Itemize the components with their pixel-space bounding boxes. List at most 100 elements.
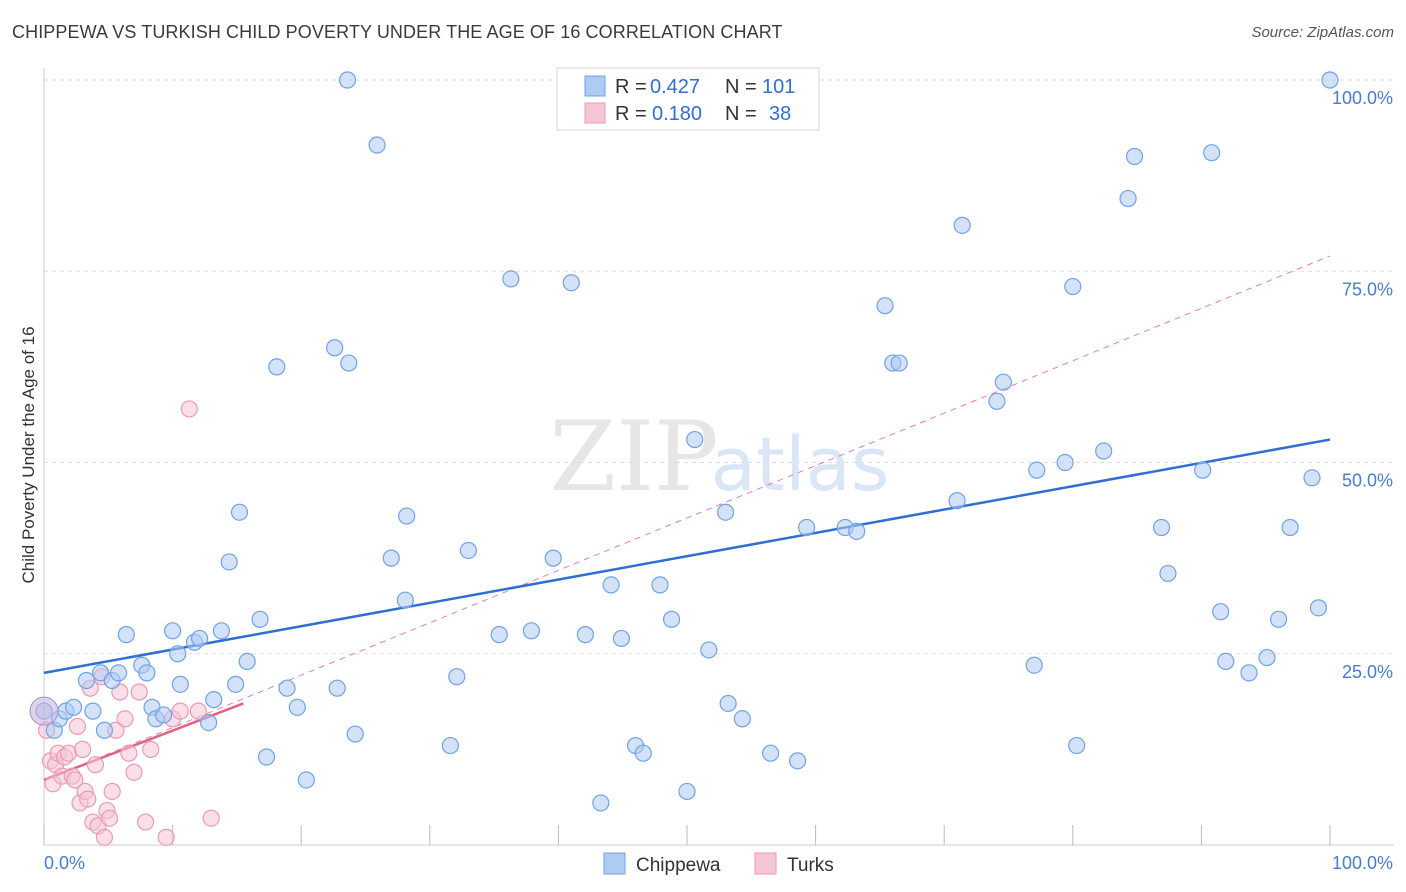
- y-axis-label: Child Poverty Under the Age of 16: [19, 326, 38, 583]
- legend-r-label-1: R =: [615, 76, 647, 98]
- chippewa-point: [1321, 71, 1339, 89]
- chippewa-point: [562, 274, 580, 292]
- chippewa-point: [205, 691, 223, 709]
- legend-r-value-2: 0.180: [652, 103, 702, 125]
- turks-point: [116, 710, 134, 728]
- chippewa-point: [382, 549, 400, 567]
- y-tick-label: 100.0%: [1332, 88, 1393, 108]
- chippewa-point: [95, 721, 114, 739]
- watermark-atlas: atlas: [711, 422, 890, 508]
- legend-n-value-1: 101: [762, 76, 795, 98]
- chippewa-point: [490, 626, 508, 644]
- chippewa-point: [1309, 599, 1328, 617]
- chippewa-point: [634, 744, 652, 762]
- series-legend-turks: Turks: [787, 855, 834, 876]
- chippewa-point: [328, 679, 346, 697]
- series-legend-swatch-chippewa: [603, 852, 626, 875]
- y-tick-labels: 25.0% 50.0% 75.0% 100.0%: [1332, 88, 1393, 682]
- chippewa-point: [109, 664, 128, 682]
- turks-point: [66, 771, 84, 789]
- chippewa-point: [1303, 469, 1321, 487]
- turks-point: [68, 717, 87, 736]
- turks-point: [189, 702, 207, 720]
- chippewa-point: [288, 698, 306, 716]
- chippewa-point: [164, 622, 182, 640]
- x-tick-label: 100.0%: [1332, 853, 1393, 873]
- chippewa-point: [268, 358, 286, 376]
- chippewa-point: [117, 626, 135, 644]
- chippewa-point: [230, 503, 249, 521]
- chippewa-point: [1095, 442, 1113, 460]
- chippewa-point: [1203, 144, 1221, 162]
- chippewa-point: [994, 373, 1012, 391]
- chippewa-point: [368, 136, 386, 154]
- chippewa-point: [220, 553, 238, 571]
- chippewa-point: [1240, 664, 1258, 682]
- chippewa-point: [1217, 652, 1235, 671]
- chippewa-point: [592, 794, 610, 812]
- chippewa-point: [77, 671, 96, 690]
- chippewa-point: [522, 622, 540, 640]
- turks-point: [142, 740, 160, 758]
- legend-r-label-2: R =: [615, 103, 647, 125]
- chippewa-trend-line: [43, 438, 1331, 675]
- chippewa-point: [1258, 648, 1276, 667]
- chippewa-point: [338, 71, 357, 89]
- chippewa-point: [1068, 736, 1086, 755]
- chippewa-point: [212, 622, 231, 640]
- chippewa-point: [138, 664, 156, 682]
- chippewa-point: [1125, 147, 1144, 166]
- turks-point: [136, 813, 155, 831]
- chippewa-point: [716, 503, 735, 521]
- chippewa-point: [171, 675, 189, 693]
- turks-trend-dashed: [43, 255, 1331, 781]
- chippewa-point: [662, 610, 681, 628]
- chippewa-point: [848, 522, 866, 540]
- turks-point: [130, 683, 148, 701]
- chippewa-point: [651, 576, 669, 594]
- chippewa-point: [459, 541, 477, 560]
- y-tick-label: 50.0%: [1342, 471, 1393, 491]
- chippewa-point: [761, 744, 780, 762]
- chippewa-point: [502, 270, 520, 288]
- turks-point: [86, 756, 105, 774]
- chippewa-point: [297, 771, 315, 789]
- chippewa-point: [227, 675, 245, 693]
- x-tick-labels: 0.0% 100.0%: [44, 853, 1393, 873]
- chart-title: CHIPPEWA VS TURKISH CHILD POVERTY UNDER …: [12, 22, 783, 42]
- chippewa-point: [200, 713, 218, 732]
- series-legend: Chippewa Turks: [603, 852, 834, 876]
- series-legend-chippewa: Chippewa: [636, 855, 721, 876]
- legend-r-value-1: 0.427: [650, 76, 700, 98]
- watermark-zip: ZIP: [549, 401, 718, 513]
- legend-n-label-2: N =: [725, 103, 757, 125]
- turks-point: [79, 790, 97, 808]
- chippewa-point: [84, 702, 102, 720]
- turks-point: [103, 782, 121, 801]
- turks-point: [95, 828, 114, 846]
- chippewa-point: [1056, 453, 1074, 472]
- chippewa-point: [733, 710, 751, 728]
- chippewa-point: [612, 629, 631, 648]
- chippewa-point: [398, 507, 416, 525]
- source-label: Source: ZipAtlas.com: [1251, 24, 1394, 41]
- chippewa-point: [1159, 564, 1177, 583]
- chippewa-point: [1119, 189, 1137, 208]
- turks-point: [180, 400, 198, 418]
- turks-point: [120, 744, 138, 762]
- chippewa-point: [890, 354, 908, 372]
- stats-legend: R = 0.427 N = 101 R = 0.180 N = 38: [556, 67, 820, 131]
- chippewa-point: [719, 694, 737, 713]
- chippewa-point: [544, 549, 562, 567]
- chippewa-point: [1212, 603, 1230, 621]
- chippewa-point: [238, 652, 256, 671]
- series-legend-swatch-turks: [754, 852, 777, 875]
- turks-point: [202, 809, 220, 827]
- chippewa-point: [953, 216, 971, 234]
- chippewa-point: [988, 392, 1006, 410]
- chippewa-point: [876, 297, 894, 315]
- watermark: ZIP atlas: [549, 401, 889, 513]
- chippewa-point: [678, 782, 696, 801]
- chippewa-point: [1194, 461, 1212, 479]
